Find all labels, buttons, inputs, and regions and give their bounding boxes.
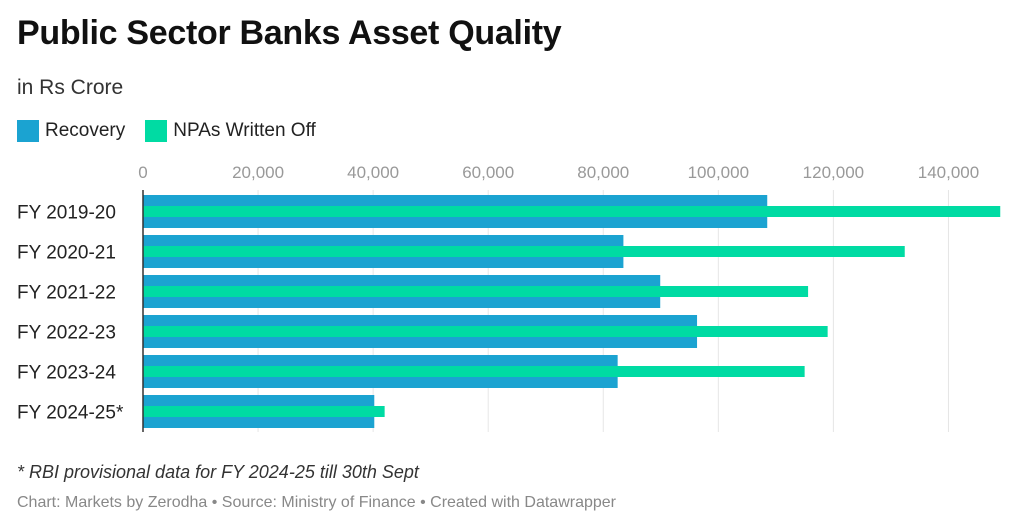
- source-line: Chart: Markets by Zerodha • Source: Mini…: [17, 494, 616, 511]
- footnote: * RBI provisional data for FY 2024-25 ti…: [17, 462, 419, 482]
- bar-chart: 0 20,000 40,000 60,000 80,000 100,000 120,000 1…: [17, 163, 1001, 432]
- legend: Recovery NPAs Written Off: [17, 120, 336, 142]
- bar-npas-written-off: [143, 246, 905, 257]
- x-tick-label: 20,000: [232, 163, 284, 182]
- x-tick-label: 60,000: [462, 163, 514, 182]
- x-tick-label: 140,000: [918, 163, 979, 182]
- legend-label-npas-written-off: NPAs Written Off: [173, 120, 316, 141]
- legend-item-recovery: Recovery: [17, 120, 125, 142]
- y-category-label: FY 2020-21: [17, 243, 116, 264]
- chart-title: Public Sector Banks Asset Quality: [17, 14, 562, 52]
- x-tick-label: 80,000: [577, 163, 629, 182]
- bar-npas-written-off: [143, 286, 809, 297]
- legend-swatch-recovery: [17, 120, 39, 142]
- legend-swatch-npas-written-off: [145, 120, 168, 142]
- bar-npas-written-off: [143, 206, 1001, 217]
- y-category-label: FY 2022-23: [17, 323, 116, 344]
- x-tick-label: 40,000: [347, 163, 399, 182]
- chart-subtitle: in Rs Crore: [17, 76, 124, 99]
- y-category-label: FY 2023-24: [17, 363, 116, 384]
- x-tick-label: 100,000: [688, 163, 749, 182]
- legend-label-recovery: Recovery: [45, 120, 126, 141]
- y-category-label: FY 2019-20: [17, 203, 116, 224]
- bar-npas-written-off: [143, 326, 828, 337]
- x-tick-label: 0: [138, 163, 147, 182]
- y-category-label: FY 2024-25*: [17, 403, 124, 424]
- bar-npas-written-off: [143, 406, 385, 417]
- y-category-label: FY 2021-22: [17, 283, 116, 304]
- bar-npas-written-off: [143, 366, 805, 377]
- x-tick-label: 120,000: [803, 163, 864, 182]
- legend-item-npas-written-off: NPAs Written Off: [145, 120, 316, 142]
